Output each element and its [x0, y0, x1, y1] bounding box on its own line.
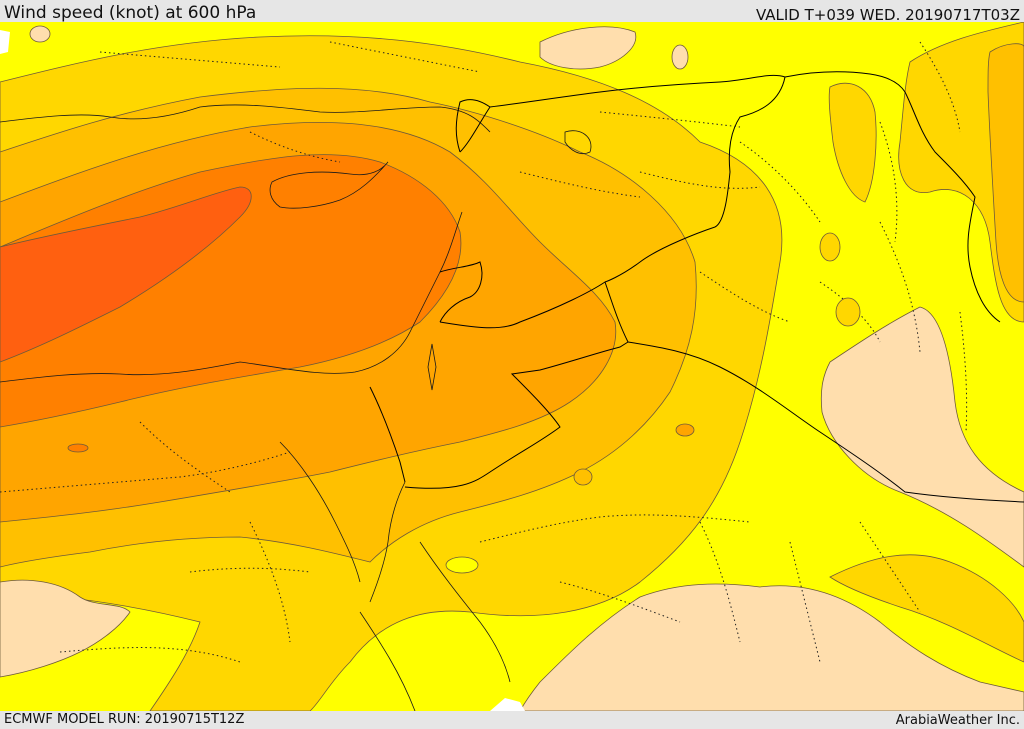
border-saudi-iraq	[627, 341, 1024, 503]
contour-cell-3	[67, 443, 89, 453]
field-white-speck	[0, 30, 10, 54]
contour-cell-2	[573, 468, 593, 486]
border-syria-iraq	[459, 74, 786, 283]
contour-cell-8	[29, 25, 51, 43]
contour-cell-5	[835, 297, 861, 327]
field-amber-east	[987, 43, 1024, 303]
contour-cell-6	[819, 232, 841, 262]
border-egypt-israel	[369, 386, 406, 483]
coast-caspian-lake	[564, 130, 592, 155]
coast-cyprus	[269, 161, 389, 209]
model-run-label: ECMWF MODEL RUN: 20190715T12Z	[4, 712, 245, 727]
coast-red-sea-west	[359, 611, 416, 711]
coast-red-sea-aqaba	[369, 481, 406, 603]
admin-lines-turkey	[99, 41, 741, 198]
field-gold-east	[828, 82, 877, 203]
admin-lines-egypt	[0, 421, 311, 663]
admin-lines-saudi	[479, 514, 921, 663]
border-turkey-syria	[455, 99, 491, 153]
credit-label: ArabiaWeather Inc.	[895, 713, 1020, 728]
field-pale-west	[0, 579, 131, 678]
contour-cell-1	[675, 423, 695, 437]
border-jordan-saudi	[404, 281, 629, 489]
coast-mediterranean-south	[0, 211, 463, 383]
field-orange-dark	[0, 186, 252, 363]
wind-speed-map	[0, 22, 1024, 711]
border-lebanon	[439, 261, 483, 323]
coast-red-sea-gulf-suez	[279, 441, 361, 583]
coast-turkey	[0, 104, 491, 133]
field-white-speck2	[490, 698, 525, 711]
map-title: Wind speed (knot) at 600 hPa	[4, 3, 257, 23]
contour-cell-7	[671, 44, 689, 70]
field-pale-north	[539, 26, 637, 70]
contour-cell-4	[445, 556, 479, 574]
border-iran-iraq	[784, 71, 1001, 323]
valid-time: VALID T+039 WED. 20190717T03Z	[755, 6, 1020, 24]
coast-dead-sea	[427, 343, 437, 391]
field-pale-south	[519, 583, 1024, 711]
admin-lines-iran	[879, 41, 968, 433]
coast-red-sea-east	[419, 541, 511, 683]
